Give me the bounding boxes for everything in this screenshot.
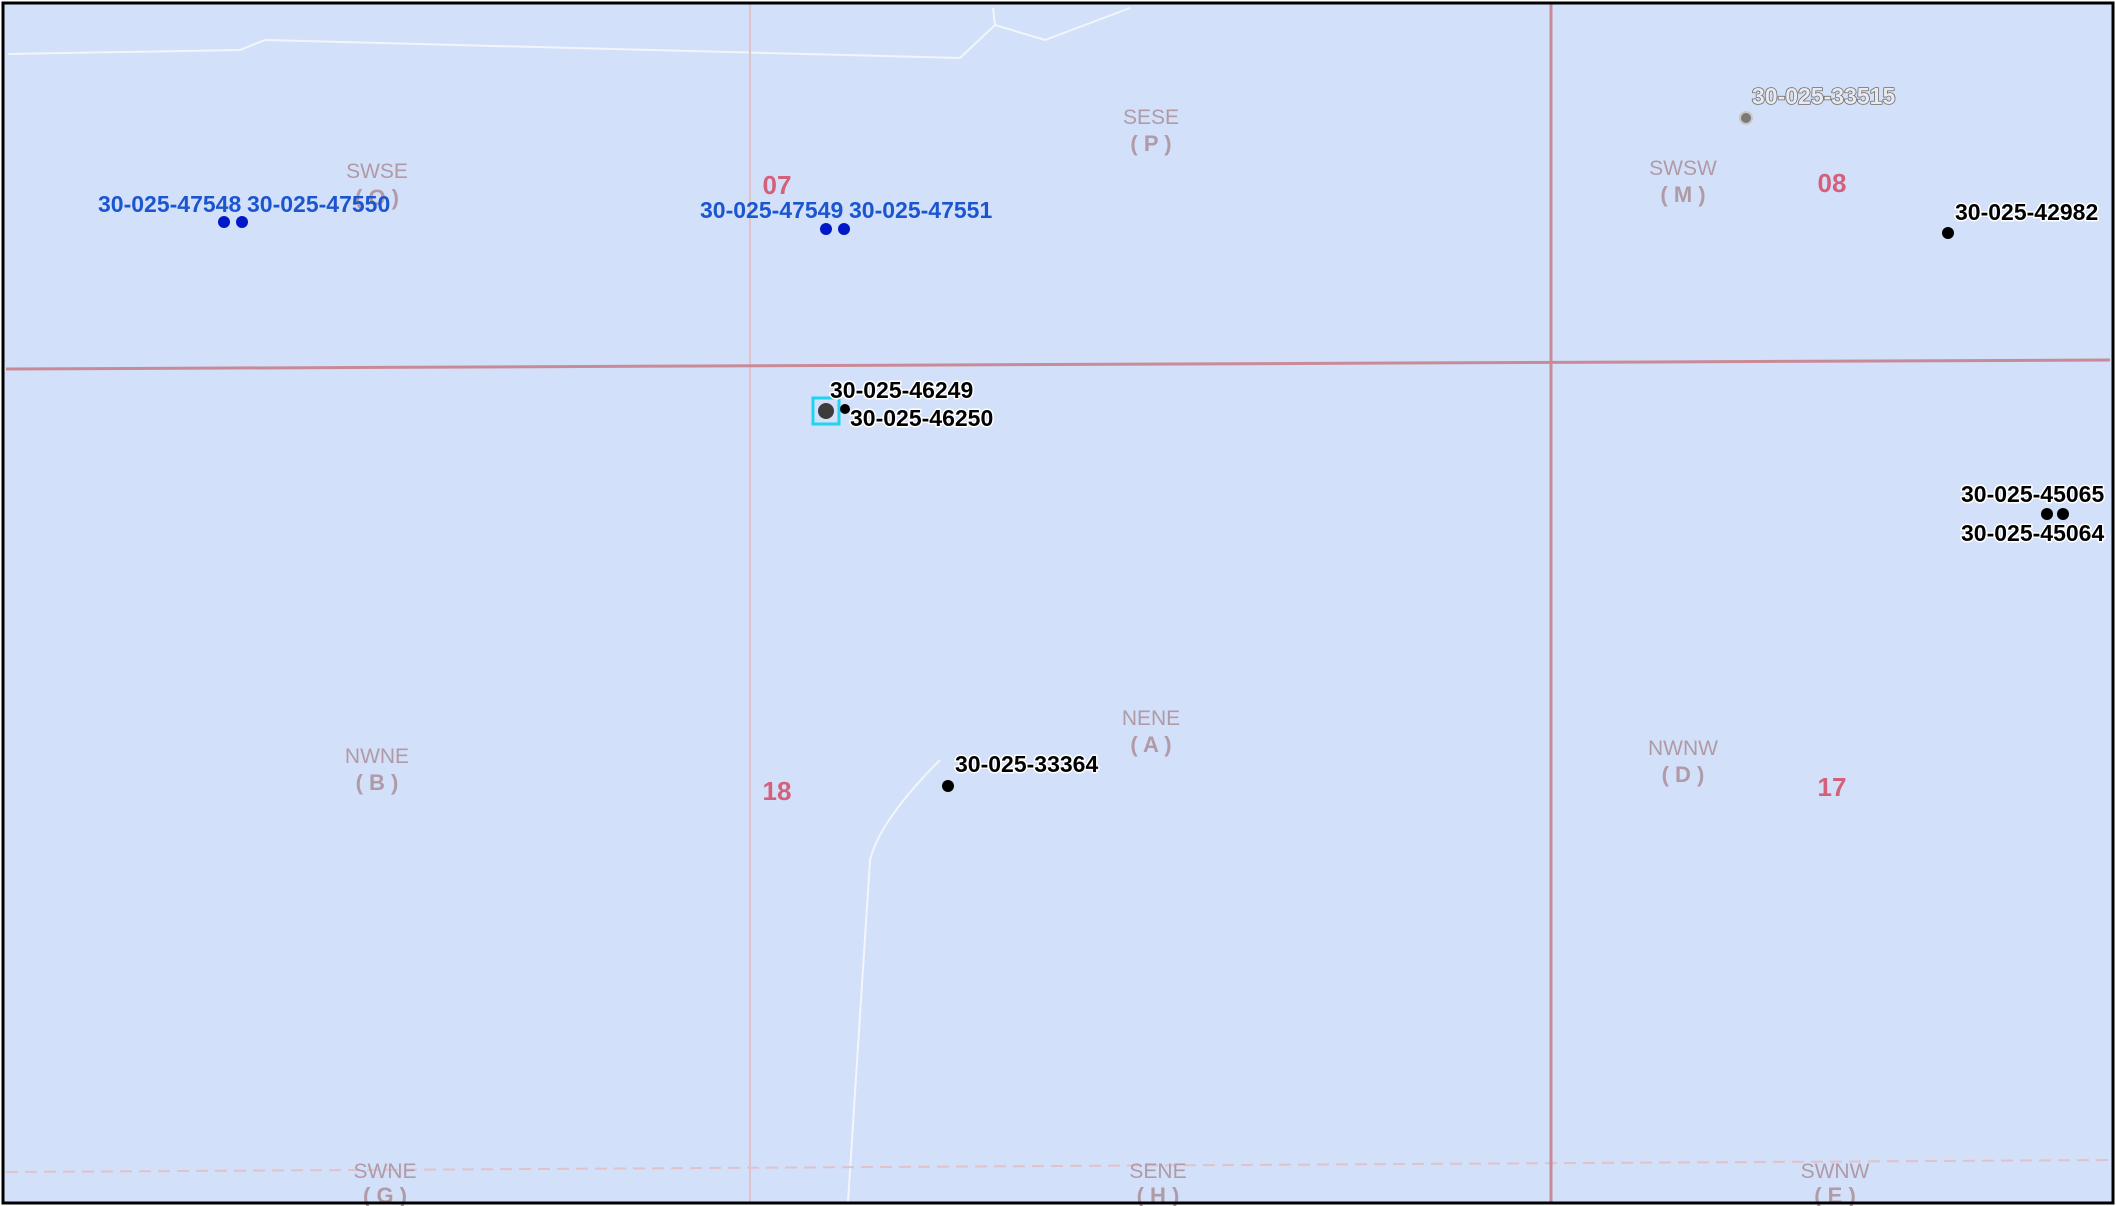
section-number-07: 07 [763, 170, 792, 200]
well-symbol-icon[interactable] [2041, 508, 2053, 520]
section-number-17: 17 [1818, 772, 1847, 802]
road [7, 7, 1131, 60]
well-symbol-icon[interactable] [840, 404, 850, 414]
qq-name: NWNE [345, 745, 409, 768]
well-symbol-icon[interactable] [1739, 111, 1753, 125]
well-label[interactable]: 30-025-46250 [849, 404, 995, 433]
qq-label-nwnw: NWNW ( D ) [1648, 737, 1718, 787]
qq-letter: ( B ) [356, 770, 399, 795]
qq-label-nwne: NWNE ( B ) [345, 745, 409, 795]
well-label[interactable]: 30-025-47551 [849, 197, 992, 223]
well-symbol-icon[interactable] [820, 223, 832, 235]
quarter-line [5, 1159, 2111, 1173]
selection-box [811, 396, 841, 426]
section-number-18: 18 [763, 776, 792, 806]
well-30-025-46250[interactable]: 30-025-46250 [840, 404, 995, 433]
well-symbol-icon[interactable] [1942, 227, 1954, 239]
qq-name: SWSE [346, 160, 408, 183]
well-symbol-icon[interactable] [838, 223, 850, 235]
qq-letter: ( G ) [363, 1183, 407, 1206]
qq-label-swne: SWNE ( G ) [354, 1160, 417, 1206]
well-30-025-47548[interactable]: 30-025-47548 [98, 191, 241, 228]
qq-label-swnw: SWNW ( E ) [1801, 1160, 1870, 1206]
well-label[interactable]: 30-025-42982 [1954, 198, 2100, 227]
well-label[interactable]: 30-025-33364 [954, 750, 1100, 779]
well-30-025-47551[interactable]: 30-025-47551 [838, 197, 992, 235]
qq-name: SESE [1123, 106, 1179, 129]
qq-letter: ( E ) [1814, 1183, 1856, 1206]
well-30-025-33364[interactable]: 30-025-33364 [942, 750, 1100, 792]
qq-letter: ( D ) [1662, 762, 1705, 787]
qq-name: SENE [1129, 1160, 1186, 1183]
well-label[interactable]: 30-025-47549 [700, 197, 843, 223]
qq-label-nene: NENE ( A ) [1122, 707, 1180, 757]
qq-label-sese: SESE ( P ) [1123, 106, 1179, 156]
well-label[interactable]: 30-025-47550 [247, 191, 390, 217]
well-30-025-42982[interactable]: 30-025-42982 [1942, 198, 2100, 239]
well-label[interactable]: 30-025-33515 [1751, 82, 1896, 110]
qq-letter: ( A ) [1130, 732, 1171, 757]
qq-letter: ( O ) [355, 185, 399, 210]
well-symbol-icon[interactable] [218, 216, 230, 228]
qq-letter: ( M ) [1660, 182, 1705, 207]
well-label[interactable]: 30-025-47548 [98, 191, 241, 217]
map-background [4, 4, 2112, 1202]
well-30-025-45064[interactable]: 30-025-45064 [1960, 508, 2106, 548]
qq-name: SWNW [1801, 1160, 1870, 1183]
qq-label-swsw: SWSW ( M ) [1649, 157, 1717, 207]
well-30-025-45065[interactable]: 30-025-45065 [1960, 480, 2106, 520]
well-symbol-icon[interactable] [236, 216, 248, 228]
qq-name: SWSW [1649, 157, 1717, 180]
road [992, 7, 996, 26]
section-line [5, 358, 2111, 371]
well-label[interactable]: 30-025-46249 [829, 376, 975, 405]
qq-name: NWNW [1648, 737, 1718, 760]
qq-name: NENE [1122, 707, 1180, 730]
well-label[interactable]: 30-025-45064 [1960, 519, 2106, 548]
well-symbol-icon[interactable] [2057, 508, 2069, 520]
well-30-025-33515[interactable]: 30-025-33515 [1739, 82, 1896, 125]
well-symbol-icon[interactable] [942, 780, 954, 792]
well-30-025-46249[interactable]: 30-025-46249 [811, 376, 975, 426]
well-30-025-47550[interactable]: 30-025-47550 [236, 191, 390, 228]
qq-label-sene: SENE ( H ) [1129, 1160, 1186, 1206]
section-number-08: 08 [1818, 168, 1847, 198]
qq-label-swse: SWSE ( O ) [346, 160, 408, 210]
qq-letter: ( P ) [1130, 131, 1171, 156]
qq-name: SWNE [354, 1160, 417, 1183]
well-30-025-47549[interactable]: 30-025-47549 [700, 197, 843, 235]
qq-letter: ( H ) [1137, 1183, 1180, 1206]
well-symbol-icon[interactable] [818, 403, 834, 419]
well-label[interactable]: 30-025-45065 [1960, 480, 2106, 509]
road [847, 759, 941, 1203]
